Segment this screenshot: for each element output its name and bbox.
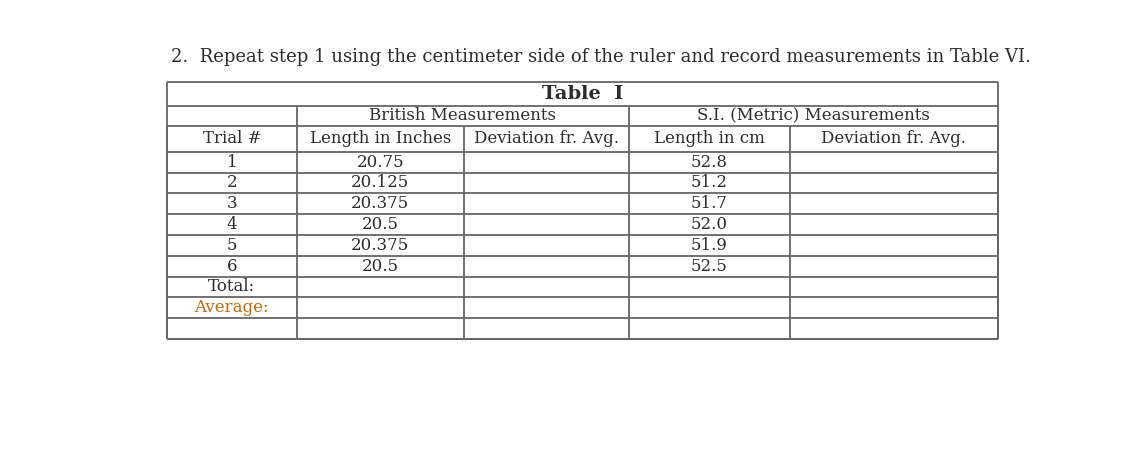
Text: Average:: Average:	[194, 299, 269, 316]
Text: Deviation fr. Avg.: Deviation fr. Avg.	[474, 130, 619, 147]
Text: Table  I: Table I	[542, 85, 623, 103]
Text: 2: 2	[226, 174, 237, 191]
Text: Length in Inches: Length in Inches	[310, 130, 451, 147]
Text: 52.5: 52.5	[691, 257, 728, 275]
Text: 1: 1	[226, 154, 237, 171]
Text: 52.8: 52.8	[691, 154, 728, 171]
Text: 20.5: 20.5	[361, 257, 399, 275]
Text: 20.375: 20.375	[351, 195, 409, 212]
Text: 6: 6	[227, 257, 237, 275]
Text: British Measurements: British Measurements	[369, 107, 557, 124]
Text: Total:: Total:	[208, 279, 256, 295]
Text: 20.375: 20.375	[351, 237, 409, 254]
Text: 20.125: 20.125	[351, 174, 409, 191]
Text: 20.5: 20.5	[361, 216, 399, 233]
Text: Trial #: Trial #	[202, 130, 261, 147]
Text: 20.75: 20.75	[357, 154, 404, 171]
Text: 4: 4	[226, 216, 237, 233]
Text: 51.9: 51.9	[691, 237, 728, 254]
Text: Deviation fr. Avg.: Deviation fr. Avg.	[821, 130, 967, 147]
Text: 3: 3	[226, 195, 237, 212]
Text: 2.  Repeat step 1 using the centimeter side of the ruler and record measurements: 2. Repeat step 1 using the centimeter si…	[170, 47, 1030, 66]
Text: 51.2: 51.2	[691, 174, 728, 191]
Text: 5: 5	[227, 237, 237, 254]
Text: S.I. (Metric) Measurements: S.I. (Metric) Measurements	[696, 107, 929, 124]
Text: Length in cm: Length in cm	[654, 130, 765, 147]
Text: 52.0: 52.0	[691, 216, 728, 233]
Text: 51.7: 51.7	[691, 195, 728, 212]
